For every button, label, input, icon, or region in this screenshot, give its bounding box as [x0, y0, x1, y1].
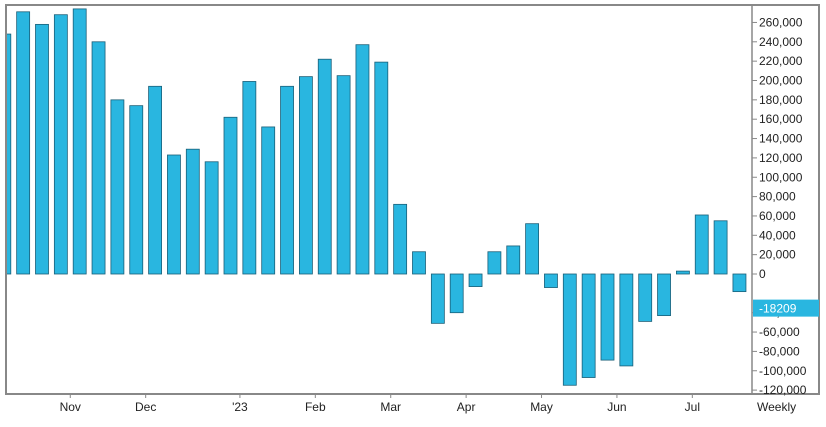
bar	[73, 9, 86, 274]
y-tick-label: 140,000	[759, 132, 803, 146]
bar	[620, 274, 633, 366]
y-tick-label: 0	[759, 267, 766, 281]
current-value-text: -18209	[759, 302, 797, 316]
bar	[299, 77, 312, 274]
y-tick-label: -100,000	[759, 364, 807, 378]
bar	[36, 24, 49, 274]
bar	[356, 45, 369, 274]
bar	[469, 274, 482, 287]
bar	[186, 149, 199, 274]
bar	[167, 155, 180, 274]
bar	[639, 274, 652, 321]
bar	[130, 106, 143, 274]
bar	[224, 117, 237, 274]
y-tick-label: 120,000	[759, 151, 803, 165]
y-tick-label: -80,000	[759, 344, 800, 358]
bar	[733, 274, 746, 292]
bar	[262, 127, 275, 274]
bar	[394, 204, 407, 274]
x-tick-label: Feb	[305, 400, 326, 414]
y-tick-label: 180,000	[759, 93, 803, 107]
bar	[582, 274, 595, 378]
x-tick-label: May	[530, 400, 553, 414]
bar	[111, 100, 124, 274]
bars-group	[0, 9, 746, 385]
y-tick-label: -120,000	[759, 383, 807, 397]
y-tick-label: -60,000	[759, 325, 800, 339]
y-tick-label: 160,000	[759, 112, 803, 126]
bar	[318, 59, 331, 274]
bar	[695, 215, 708, 274]
plot-frame	[6, 5, 819, 394]
current-value-marker: -18209	[753, 300, 819, 317]
y-tick-label: 80,000	[759, 190, 796, 204]
x-tick-label: Nov	[60, 400, 81, 414]
bar	[563, 274, 576, 385]
y-tick-label: 60,000	[759, 209, 796, 223]
bar	[714, 221, 727, 274]
bar	[431, 274, 444, 323]
x-tick-label: Apr	[457, 400, 476, 414]
x-tick-label: Jun	[607, 400, 626, 414]
y-tick-label: 100,000	[759, 170, 803, 184]
bar	[205, 162, 218, 274]
bar	[488, 252, 501, 274]
timeframe-label: Weekly	[757, 400, 796, 414]
bar	[375, 62, 388, 274]
bar	[413, 252, 426, 274]
bar	[676, 271, 689, 274]
y-tick-label: 220,000	[759, 54, 803, 68]
x-tick-label: Mar	[380, 400, 401, 414]
x-tick-label: '23	[232, 400, 248, 414]
bar	[54, 15, 67, 274]
y-tick-label: 260,000	[759, 15, 803, 29]
bar	[544, 274, 557, 288]
bar	[526, 224, 539, 274]
bar	[92, 42, 105, 274]
bar	[243, 81, 256, 274]
y-tick-label: 240,000	[759, 35, 803, 49]
bar	[337, 76, 350, 274]
y-tick-label: 20,000	[759, 248, 796, 262]
x-tick-label: Dec	[135, 400, 156, 414]
y-tick-label: 40,000	[759, 228, 796, 242]
y-tick-label: 200,000	[759, 74, 803, 88]
bar	[149, 86, 162, 274]
bar	[281, 86, 294, 274]
bar	[658, 274, 671, 316]
bar	[450, 274, 463, 313]
y-axis: 260,000 240,000 220,000 200,000 180,000 160,0…	[752, 15, 807, 397]
bar	[507, 246, 520, 274]
bar	[601, 274, 614, 360]
x-tick-label: Jul	[685, 400, 700, 414]
bar	[17, 12, 30, 274]
